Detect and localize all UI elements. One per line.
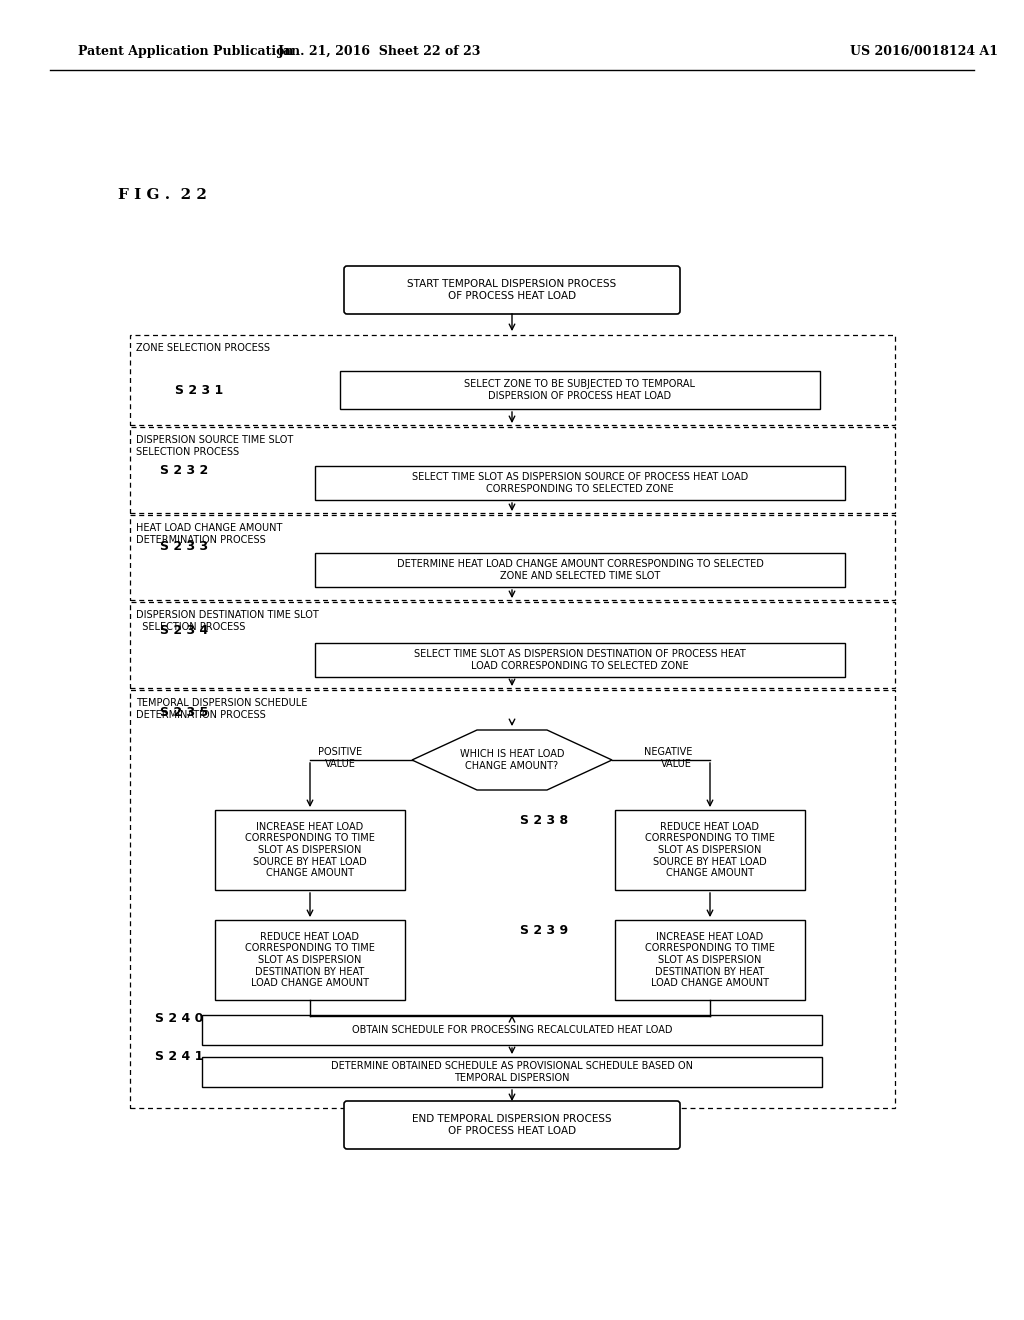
Text: S 2 3 4: S 2 3 4 bbox=[160, 623, 208, 636]
Text: DETERMINATION PROCESS: DETERMINATION PROCESS bbox=[136, 710, 266, 719]
FancyBboxPatch shape bbox=[215, 920, 406, 1001]
FancyBboxPatch shape bbox=[315, 553, 845, 587]
Text: Jan. 21, 2016  Sheet 22 of 23: Jan. 21, 2016 Sheet 22 of 23 bbox=[279, 45, 481, 58]
Text: S 2 4 0: S 2 4 0 bbox=[155, 1011, 204, 1024]
Text: END TEMPORAL DISPERSION PROCESS
OF PROCESS HEAT LOAD: END TEMPORAL DISPERSION PROCESS OF PROCE… bbox=[413, 1114, 611, 1135]
Text: S 2 3 8: S 2 3 8 bbox=[520, 813, 568, 826]
Text: S 2 3 5: S 2 3 5 bbox=[160, 705, 208, 718]
Text: S 2 3 9: S 2 3 9 bbox=[520, 924, 568, 936]
Text: S 2 3 3: S 2 3 3 bbox=[160, 540, 208, 553]
Polygon shape bbox=[412, 730, 612, 789]
Text: S 2 3 1: S 2 3 1 bbox=[175, 384, 223, 396]
FancyBboxPatch shape bbox=[202, 1057, 822, 1086]
FancyBboxPatch shape bbox=[615, 810, 805, 890]
Text: DETERMINATION PROCESS: DETERMINATION PROCESS bbox=[136, 535, 266, 545]
FancyBboxPatch shape bbox=[344, 267, 680, 314]
Text: REDUCE HEAT LOAD
CORRESPONDING TO TIME
SLOT AS DISPERSION
DESTINATION BY HEAT
LO: REDUCE HEAT LOAD CORRESPONDING TO TIME S… bbox=[245, 932, 375, 989]
Text: OBTAIN SCHEDULE FOR PROCESSING RECALCULATED HEAT LOAD: OBTAIN SCHEDULE FOR PROCESSING RECALCULA… bbox=[352, 1026, 672, 1035]
Text: DISPERSION SOURCE TIME SLOT: DISPERSION SOURCE TIME SLOT bbox=[136, 436, 293, 445]
Text: START TEMPORAL DISPERSION PROCESS
OF PROCESS HEAT LOAD: START TEMPORAL DISPERSION PROCESS OF PRO… bbox=[408, 280, 616, 301]
Text: S 2 3 6: S 2 3 6 bbox=[215, 813, 263, 826]
Text: S 2 3 7: S 2 3 7 bbox=[215, 924, 263, 936]
FancyBboxPatch shape bbox=[215, 810, 406, 890]
FancyBboxPatch shape bbox=[340, 371, 820, 409]
Text: S 2 4 1: S 2 4 1 bbox=[155, 1051, 204, 1064]
Text: S 2 3 2: S 2 3 2 bbox=[160, 463, 208, 477]
FancyBboxPatch shape bbox=[315, 643, 845, 677]
Text: SELECT TIME SLOT AS DISPERSION SOURCE OF PROCESS HEAT LOAD
CORRESPONDING TO SELE: SELECT TIME SLOT AS DISPERSION SOURCE OF… bbox=[412, 473, 749, 494]
Text: INCREASE HEAT LOAD
CORRESPONDING TO TIME
SLOT AS DISPERSION
SOURCE BY HEAT LOAD
: INCREASE HEAT LOAD CORRESPONDING TO TIME… bbox=[245, 822, 375, 878]
Text: WHICH IS HEAT LOAD
CHANGE AMOUNT?: WHICH IS HEAT LOAD CHANGE AMOUNT? bbox=[460, 750, 564, 771]
Text: INCREASE HEAT LOAD
CORRESPONDING TO TIME
SLOT AS DISPERSION
DESTINATION BY HEAT
: INCREASE HEAT LOAD CORRESPONDING TO TIME… bbox=[645, 932, 775, 989]
Text: Patent Application Publication: Patent Application Publication bbox=[78, 45, 294, 58]
Text: DISPERSION DESTINATION TIME SLOT: DISPERSION DESTINATION TIME SLOT bbox=[136, 610, 318, 620]
FancyBboxPatch shape bbox=[344, 1101, 680, 1148]
Text: POSITIVE
VALUE: POSITIVE VALUE bbox=[317, 747, 362, 768]
Text: SELECTION PROCESS: SELECTION PROCESS bbox=[136, 447, 240, 457]
Text: US 2016/0018124 A1: US 2016/0018124 A1 bbox=[850, 45, 998, 58]
Text: ZONE SELECTION PROCESS: ZONE SELECTION PROCESS bbox=[136, 343, 270, 352]
Text: SELECTION PROCESS: SELECTION PROCESS bbox=[136, 622, 246, 632]
Text: F I G .  2 2: F I G . 2 2 bbox=[118, 187, 207, 202]
Text: SELECT ZONE TO BE SUBJECTED TO TEMPORAL
DISPERSION OF PROCESS HEAT LOAD: SELECT ZONE TO BE SUBJECTED TO TEMPORAL … bbox=[465, 379, 695, 401]
Text: DETERMINE OBTAINED SCHEDULE AS PROVISIONAL SCHEDULE BASED ON
TEMPORAL DISPERSION: DETERMINE OBTAINED SCHEDULE AS PROVISION… bbox=[331, 1061, 693, 1082]
FancyBboxPatch shape bbox=[615, 920, 805, 1001]
Text: NEGATIVE
VALUE: NEGATIVE VALUE bbox=[644, 747, 692, 768]
Text: SELECT TIME SLOT AS DISPERSION DESTINATION OF PROCESS HEAT
LOAD CORRESPONDING TO: SELECT TIME SLOT AS DISPERSION DESTINATI… bbox=[414, 649, 745, 671]
FancyBboxPatch shape bbox=[202, 1015, 822, 1045]
Text: HEAT LOAD CHANGE AMOUNT: HEAT LOAD CHANGE AMOUNT bbox=[136, 523, 283, 533]
Text: DETERMINE HEAT LOAD CHANGE AMOUNT CORRESPONDING TO SELECTED
ZONE AND SELECTED TI: DETERMINE HEAT LOAD CHANGE AMOUNT CORRES… bbox=[396, 560, 764, 581]
FancyBboxPatch shape bbox=[315, 466, 845, 500]
Text: TEMPORAL DISPERSION SCHEDULE: TEMPORAL DISPERSION SCHEDULE bbox=[136, 698, 307, 708]
Text: REDUCE HEAT LOAD
CORRESPONDING TO TIME
SLOT AS DISPERSION
SOURCE BY HEAT LOAD
CH: REDUCE HEAT LOAD CORRESPONDING TO TIME S… bbox=[645, 822, 775, 878]
